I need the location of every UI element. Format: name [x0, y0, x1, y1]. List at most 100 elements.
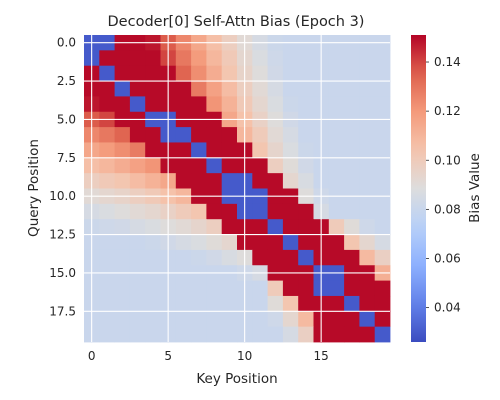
heatmap-cell — [282, 280, 299, 297]
heatmap-cell — [99, 81, 115, 97]
heatmap-cell — [359, 50, 376, 67]
heatmap-cell — [282, 249, 299, 266]
heatmap-cell — [221, 280, 238, 297]
heatmap-cell — [282, 142, 299, 159]
heatmap-cell — [206, 219, 223, 235]
heatmap-cell — [129, 280, 146, 297]
heatmap-cell — [328, 157, 345, 174]
heatmap-cell — [267, 65, 284, 82]
heatmap-cell — [359, 249, 376, 266]
y-tick-label: 10.0 — [49, 189, 76, 203]
heatmap-cell — [99, 157, 115, 174]
heatmap-cell — [252, 96, 268, 113]
heatmap-cell — [99, 65, 115, 82]
heatmap-cell — [328, 219, 345, 235]
heatmap-cell — [175, 96, 192, 113]
y-tick-label: 5.0 — [57, 112, 76, 126]
heatmap-cell — [191, 219, 207, 235]
heatmap-cell — [175, 81, 192, 97]
heatmap-cell — [99, 280, 115, 297]
heatmap-cell — [114, 234, 131, 251]
heatmap-cell — [374, 127, 391, 143]
x-axis-ticks: 0 5 10 15 — [88, 349, 329, 363]
heatmap-cell — [282, 203, 299, 220]
heatmap-cell — [145, 326, 161, 343]
heatmap-cell — [145, 65, 161, 82]
heatmap-cell — [145, 173, 161, 189]
colorbar-ticks: 0.04 0.06 0.08 0.10 0.12 0.14 — [426, 55, 461, 315]
heatmap-cell — [359, 295, 376, 312]
heatmap-cell — [359, 127, 376, 143]
heatmap-cell — [374, 81, 391, 97]
heatmap-cell — [344, 142, 360, 159]
heatmap-cell — [221, 127, 238, 143]
heatmap-cell — [374, 326, 391, 343]
heatmap-cell — [267, 81, 284, 97]
heatmap-cell — [206, 142, 223, 159]
heatmap-cell — [282, 326, 299, 343]
heatmap-cell — [344, 173, 360, 189]
heatmap-cell — [374, 173, 391, 189]
heatmap-cell — [175, 157, 192, 174]
heatmap-cell — [114, 203, 131, 220]
heatmap-cell — [206, 249, 223, 266]
heatmap-cell — [252, 249, 268, 266]
heatmap-cell — [359, 203, 376, 220]
heatmap-cell — [191, 203, 207, 220]
heatmap-cell — [99, 326, 115, 343]
heatmap-cell — [267, 173, 284, 189]
heatmap-cell — [282, 127, 299, 143]
heatmap-cell — [175, 234, 192, 251]
heatmap-cell — [221, 142, 238, 159]
heatmap-cell — [145, 311, 161, 328]
heatmap-cell — [145, 249, 161, 266]
heatmap-cell — [129, 295, 146, 312]
heatmap-cell — [267, 295, 284, 312]
heatmap-cell — [129, 326, 146, 343]
heatmap-cell — [328, 249, 345, 266]
heatmap-cell — [191, 311, 207, 328]
heatmap-cell — [175, 219, 192, 235]
heatmap-cell — [99, 295, 115, 312]
heatmap-cell — [191, 157, 207, 174]
heatmap-cell — [175, 50, 192, 67]
heatmap-cell — [145, 280, 161, 297]
heatmap-cell — [99, 96, 115, 113]
heatmap-cell — [191, 142, 207, 159]
heatmap-cell — [129, 203, 146, 220]
heatmap-cell — [145, 127, 161, 143]
heatmap-cell — [206, 295, 223, 312]
heatmap-cell — [267, 311, 284, 328]
heatmap-cell — [175, 249, 192, 266]
heatmap-cell — [114, 326, 131, 343]
heatmap-cell — [221, 326, 238, 343]
heatmap-cell — [191, 65, 207, 82]
heatmap-cell — [374, 142, 391, 159]
heatmap-cell — [359, 311, 376, 328]
heatmap-cell — [206, 326, 223, 343]
heatmap-cell — [298, 234, 314, 251]
heatmap-cell — [221, 311, 238, 328]
heatmap-cell — [191, 50, 207, 67]
heatmap-cell — [129, 81, 146, 97]
heatmap-cell — [114, 65, 131, 82]
heatmap-cell — [374, 96, 391, 113]
heatmap-cell — [267, 249, 284, 266]
gridlines — [84, 35, 390, 342]
heatmap-cell — [298, 65, 314, 82]
heatmap-cell — [191, 96, 207, 113]
heatmap-cell — [252, 326, 268, 343]
heatmap-cell — [374, 234, 391, 251]
heatmap-cell — [114, 219, 131, 235]
heatmap-cell — [298, 142, 314, 159]
heatmap-cell — [344, 50, 360, 67]
heatmap-cell — [344, 203, 360, 220]
heatmap-cell — [145, 219, 161, 235]
heatmap-cell — [359, 65, 376, 82]
heatmap-cell — [206, 127, 223, 143]
heatmap-cell — [114, 81, 131, 97]
heatmap-cell — [114, 173, 131, 189]
heatmap-cell — [328, 96, 345, 113]
heatmap-cell — [206, 234, 223, 251]
heatmap-cell — [344, 295, 360, 312]
